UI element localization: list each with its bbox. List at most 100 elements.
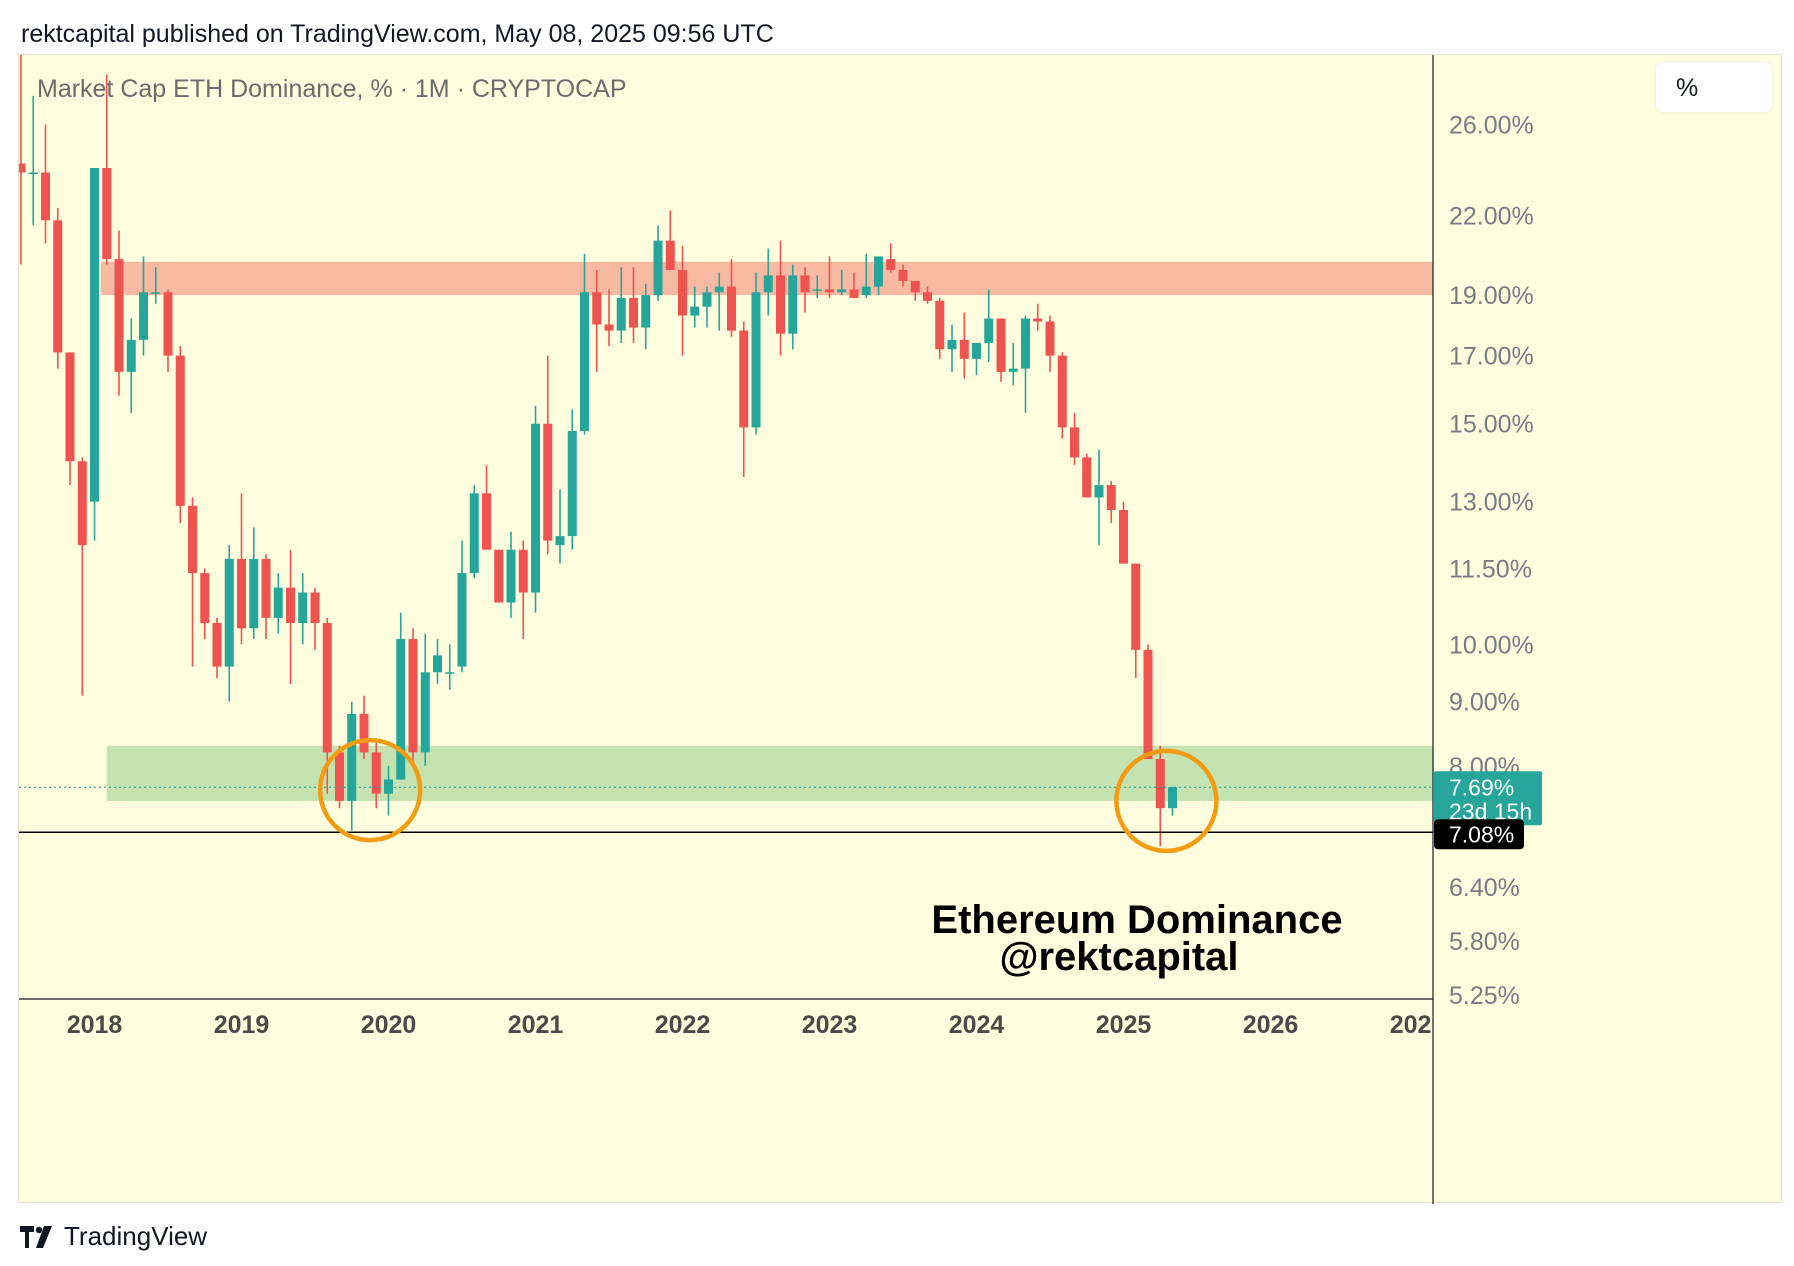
- candle: [310, 587, 320, 650]
- candle-body: [849, 289, 859, 298]
- candle-body: [629, 297, 638, 328]
- candle-body: [457, 573, 467, 667]
- candle-body: [384, 779, 393, 794]
- candle: [886, 243, 896, 273]
- candle-body: [371, 752, 381, 794]
- tradingview-footer[interactable]: TradingView: [20, 1221, 207, 1252]
- candle: [1033, 303, 1043, 331]
- candle: [825, 256, 834, 298]
- candle: [408, 628, 418, 766]
- symbol-title: Market Cap ETH Dominance, % · 1M · CRYPT…: [37, 75, 627, 103]
- candle: [1070, 412, 1079, 466]
- candle: [420, 633, 430, 766]
- y-tick-label: 22.00%: [1449, 202, 1534, 230]
- candle: [616, 267, 626, 343]
- candle-body: [1021, 318, 1030, 369]
- candle: [531, 405, 540, 613]
- percent-scale-button[interactable]: %: [1656, 62, 1772, 112]
- candle-body: [163, 292, 173, 356]
- candle: [910, 280, 920, 301]
- last-price-box: [1434, 771, 1542, 826]
- candle-body: [984, 318, 994, 343]
- candle: [212, 617, 222, 679]
- candle: [347, 701, 357, 831]
- candle-body: [1143, 649, 1153, 760]
- annotation-title: Ethereum Dominance: [931, 898, 1342, 942]
- candle-body: [1008, 368, 1018, 372]
- candle-body: [702, 292, 712, 307]
- candle-body: [469, 493, 479, 574]
- y-tick-label: 17.00%: [1449, 343, 1534, 371]
- zones-layer: [100, 261, 1433, 801]
- candle-body: [175, 355, 185, 506]
- candle-body: [126, 339, 136, 372]
- candle-body: [972, 342, 981, 359]
- candle-body: [408, 638, 418, 753]
- candle: [555, 489, 565, 564]
- candle-body: [433, 655, 442, 673]
- candle: [286, 549, 295, 684]
- candle-body: [641, 295, 651, 328]
- candle: [1057, 352, 1067, 439]
- candle-body: [739, 330, 749, 428]
- candle: [126, 318, 136, 413]
- candle: [175, 346, 185, 523]
- candle: [592, 269, 602, 372]
- candle: [702, 286, 712, 328]
- candle-body: [102, 167, 112, 260]
- candle: [1045, 315, 1055, 372]
- x-tick-label: 2022: [655, 1011, 711, 1039]
- highlight-circle: [1114, 748, 1219, 854]
- publisher-header: rektcapital published on TradingView.com…: [21, 20, 774, 48]
- candle: [923, 286, 932, 304]
- candle-body: [151, 292, 161, 294]
- tradingview-logo-icon: [20, 1225, 52, 1248]
- x-tick-label: 2026: [1243, 1011, 1299, 1039]
- candle: [506, 531, 516, 618]
- candle-body: [910, 280, 920, 293]
- candle: [837, 269, 847, 296]
- candle-body: [1155, 759, 1165, 809]
- candle-body: [41, 172, 50, 221]
- x-tick-label: 2019: [214, 1011, 270, 1039]
- candle: [384, 765, 393, 816]
- candle-body: [580, 292, 589, 432]
- candle: [151, 267, 161, 304]
- chart-panel[interactable]: Ethereum Dominance @rektcapital 26.00% 22.…: [18, 54, 1783, 1204]
- candle-body: [1033, 318, 1043, 322]
- candle: [714, 272, 724, 331]
- candlestick-chart[interactable]: Ethereum Dominance@rektcapital 26.00% 22.…: [19, 55, 1783, 1204]
- candle: [641, 283, 651, 350]
- candle: [249, 527, 259, 639]
- candle-body: [1082, 457, 1092, 498]
- candle-body: [690, 306, 700, 316]
- candle-body: [518, 549, 528, 593]
- candle: [237, 493, 246, 645]
- candle-body: [592, 292, 602, 325]
- candle: [984, 289, 994, 363]
- y-tick-label: 10.00%: [1449, 631, 1534, 659]
- candle-body: [28, 172, 38, 175]
- candle: [1008, 342, 1018, 386]
- y-tick-label: 5.25%: [1449, 982, 1520, 1010]
- candle: [494, 549, 504, 603]
- candle-body: [212, 623, 222, 667]
- candle-body: [763, 275, 773, 293]
- candle: [224, 545, 234, 702]
- candle-body: [996, 318, 1006, 372]
- candle: [788, 264, 798, 350]
- candles-layer: [19, 55, 1177, 847]
- candle-body: [359, 713, 369, 753]
- candle-body: [567, 431, 577, 537]
- candle-body: [1070, 427, 1079, 458]
- y-tick-label: 11.50%: [1449, 555, 1532, 583]
- candle: [849, 272, 859, 298]
- y-tick-label: 5.80%: [1449, 928, 1520, 956]
- footer-brand: TradingView: [64, 1221, 208, 1251]
- candle-body: [727, 286, 736, 331]
- candle-body: [322, 623, 332, 753]
- candle-body: [751, 292, 761, 428]
- candle-body: [249, 558, 259, 629]
- support-line-label-box: [1434, 819, 1524, 850]
- candle: [1131, 563, 1141, 679]
